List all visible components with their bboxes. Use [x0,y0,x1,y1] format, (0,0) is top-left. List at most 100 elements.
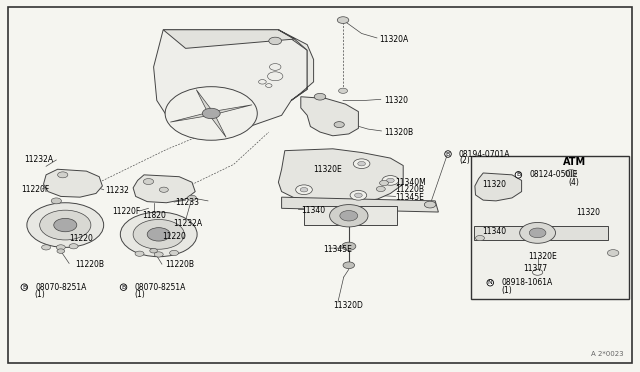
Circle shape [334,122,344,128]
Circle shape [120,212,197,257]
Circle shape [343,262,355,269]
Circle shape [147,228,170,241]
Text: 11220: 11220 [69,234,93,243]
Circle shape [340,211,358,221]
Circle shape [520,222,556,243]
Polygon shape [216,105,252,113]
Circle shape [135,251,144,256]
Text: ATM: ATM [563,157,586,167]
Circle shape [150,248,157,253]
Circle shape [476,235,484,241]
Circle shape [188,195,196,201]
Circle shape [159,187,168,192]
Text: 11320A: 11320A [380,35,409,44]
Text: 08124-050lE: 08124-050lE [529,170,578,179]
Text: 08194-0701A: 08194-0701A [459,150,510,158]
Polygon shape [154,30,307,132]
Circle shape [40,210,91,240]
Text: 08070-8251A: 08070-8251A [134,283,186,292]
Circle shape [296,185,312,195]
Circle shape [565,170,577,176]
Circle shape [358,161,365,166]
Text: 11220F: 11220F [112,207,140,216]
Circle shape [143,179,154,185]
Text: 11233: 11233 [175,198,200,207]
Circle shape [202,108,220,119]
Circle shape [380,180,388,186]
Circle shape [27,203,104,247]
Text: (1): (1) [134,290,145,299]
Bar [471,156,629,299]
Text: 11320B: 11320B [384,128,413,137]
Circle shape [387,178,394,183]
Circle shape [339,88,348,93]
Circle shape [269,37,282,45]
Circle shape [154,252,163,257]
Circle shape [355,193,362,198]
Text: 11220B: 11220B [396,185,424,194]
Polygon shape [196,90,211,110]
Text: 08070-8251A: 08070-8251A [35,283,86,292]
Circle shape [337,17,349,23]
Circle shape [58,172,68,178]
Polygon shape [278,30,314,100]
Text: 11320D: 11320D [333,301,363,310]
Text: 11340: 11340 [483,227,507,236]
Polygon shape [282,197,438,212]
Circle shape [300,187,308,192]
Text: N: N [488,280,493,285]
Text: 11232A: 11232A [24,155,54,164]
Circle shape [51,198,61,204]
Circle shape [133,219,184,249]
Text: 11232A: 11232A [173,219,202,228]
Circle shape [170,250,179,256]
Circle shape [69,244,78,249]
Circle shape [529,228,546,238]
Text: 11232: 11232 [106,186,129,195]
Circle shape [350,190,367,200]
Circle shape [607,250,619,256]
Polygon shape [301,97,358,136]
Circle shape [54,218,77,232]
Polygon shape [211,116,226,137]
Circle shape [330,205,368,227]
Circle shape [165,87,257,140]
Text: B: B [122,285,125,290]
Polygon shape [170,113,206,122]
Circle shape [314,93,326,100]
Polygon shape [278,149,403,205]
Polygon shape [475,173,522,201]
Text: 11320: 11320 [483,180,507,189]
Polygon shape [44,169,102,197]
Text: A 2*0023: A 2*0023 [591,351,624,357]
Circle shape [376,186,385,192]
Text: B: B [516,172,520,177]
Text: 11377: 11377 [524,264,548,273]
Text: 11320E: 11320E [314,165,342,174]
Polygon shape [133,175,195,203]
Circle shape [56,245,65,250]
Text: 11320E: 11320E [528,252,557,261]
Text: 11220: 11220 [162,232,186,241]
Text: 11820: 11820 [142,211,166,220]
Text: 11340: 11340 [301,206,325,215]
Circle shape [42,245,51,250]
Circle shape [57,249,65,253]
Circle shape [382,176,399,185]
Text: 11320: 11320 [576,208,600,217]
Text: 11345E: 11345E [323,245,352,254]
Text: 11220B: 11220B [165,260,194,269]
Text: (1): (1) [501,286,512,295]
Polygon shape [163,30,294,48]
Text: 11220F: 11220F [21,185,49,194]
Text: 08918-1061A: 08918-1061A [501,278,552,287]
Text: B: B [446,151,450,157]
Circle shape [353,159,370,169]
Text: (4): (4) [568,178,579,187]
Text: 11340M: 11340M [396,178,426,187]
Text: 11345E: 11345E [396,193,424,202]
Text: (2): (2) [460,156,470,165]
Text: B: B [22,285,26,290]
Circle shape [424,201,436,208]
Circle shape [342,242,356,250]
